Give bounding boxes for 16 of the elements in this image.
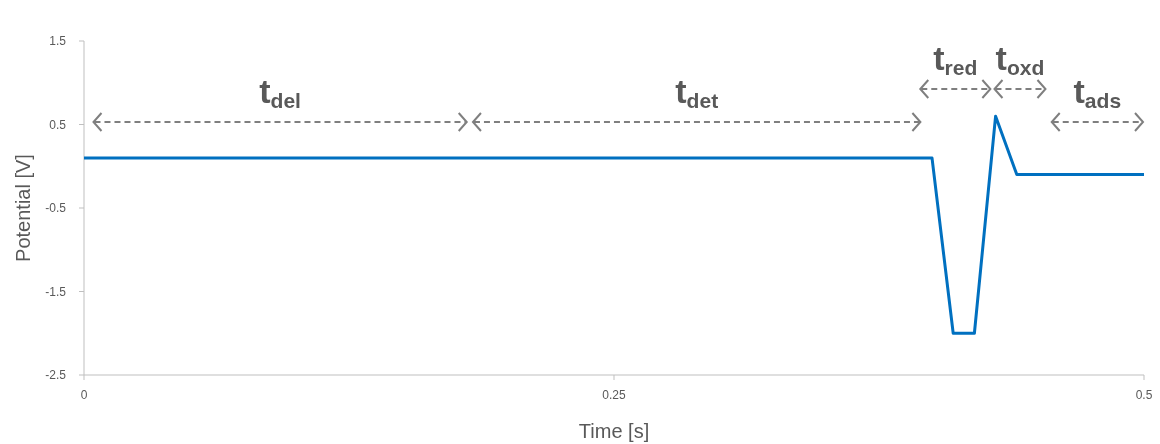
- annotation: t$_{det}$: [675, 72, 719, 113]
- y-tick-label: -1.5: [45, 284, 67, 299]
- y-axis-title: Potential [V]: [12, 154, 34, 262]
- annotation: t$_{del}$: [259, 72, 301, 113]
- x-tick-label: 0: [80, 388, 88, 402]
- line-series: [82, 114, 1146, 335]
- annotation: t$_{oxd}$: [995, 39, 1045, 80]
- x-axis-title: Time [s]: [578, 420, 650, 442]
- y-tick-label: 1.5: [49, 34, 67, 49]
- annotation: t$_{ads}$: [1073, 72, 1122, 113]
- y-tick-label: 0.5: [49, 117, 67, 132]
- x-tick-label: 0.5: [1135, 388, 1153, 402]
- annotation: t$_{red}$: [933, 39, 978, 80]
- y-tick-label: -2.5: [45, 368, 67, 383]
- x-tick-label: 0.25: [602, 388, 626, 402]
- y-tick-label: -0.5: [45, 201, 67, 216]
